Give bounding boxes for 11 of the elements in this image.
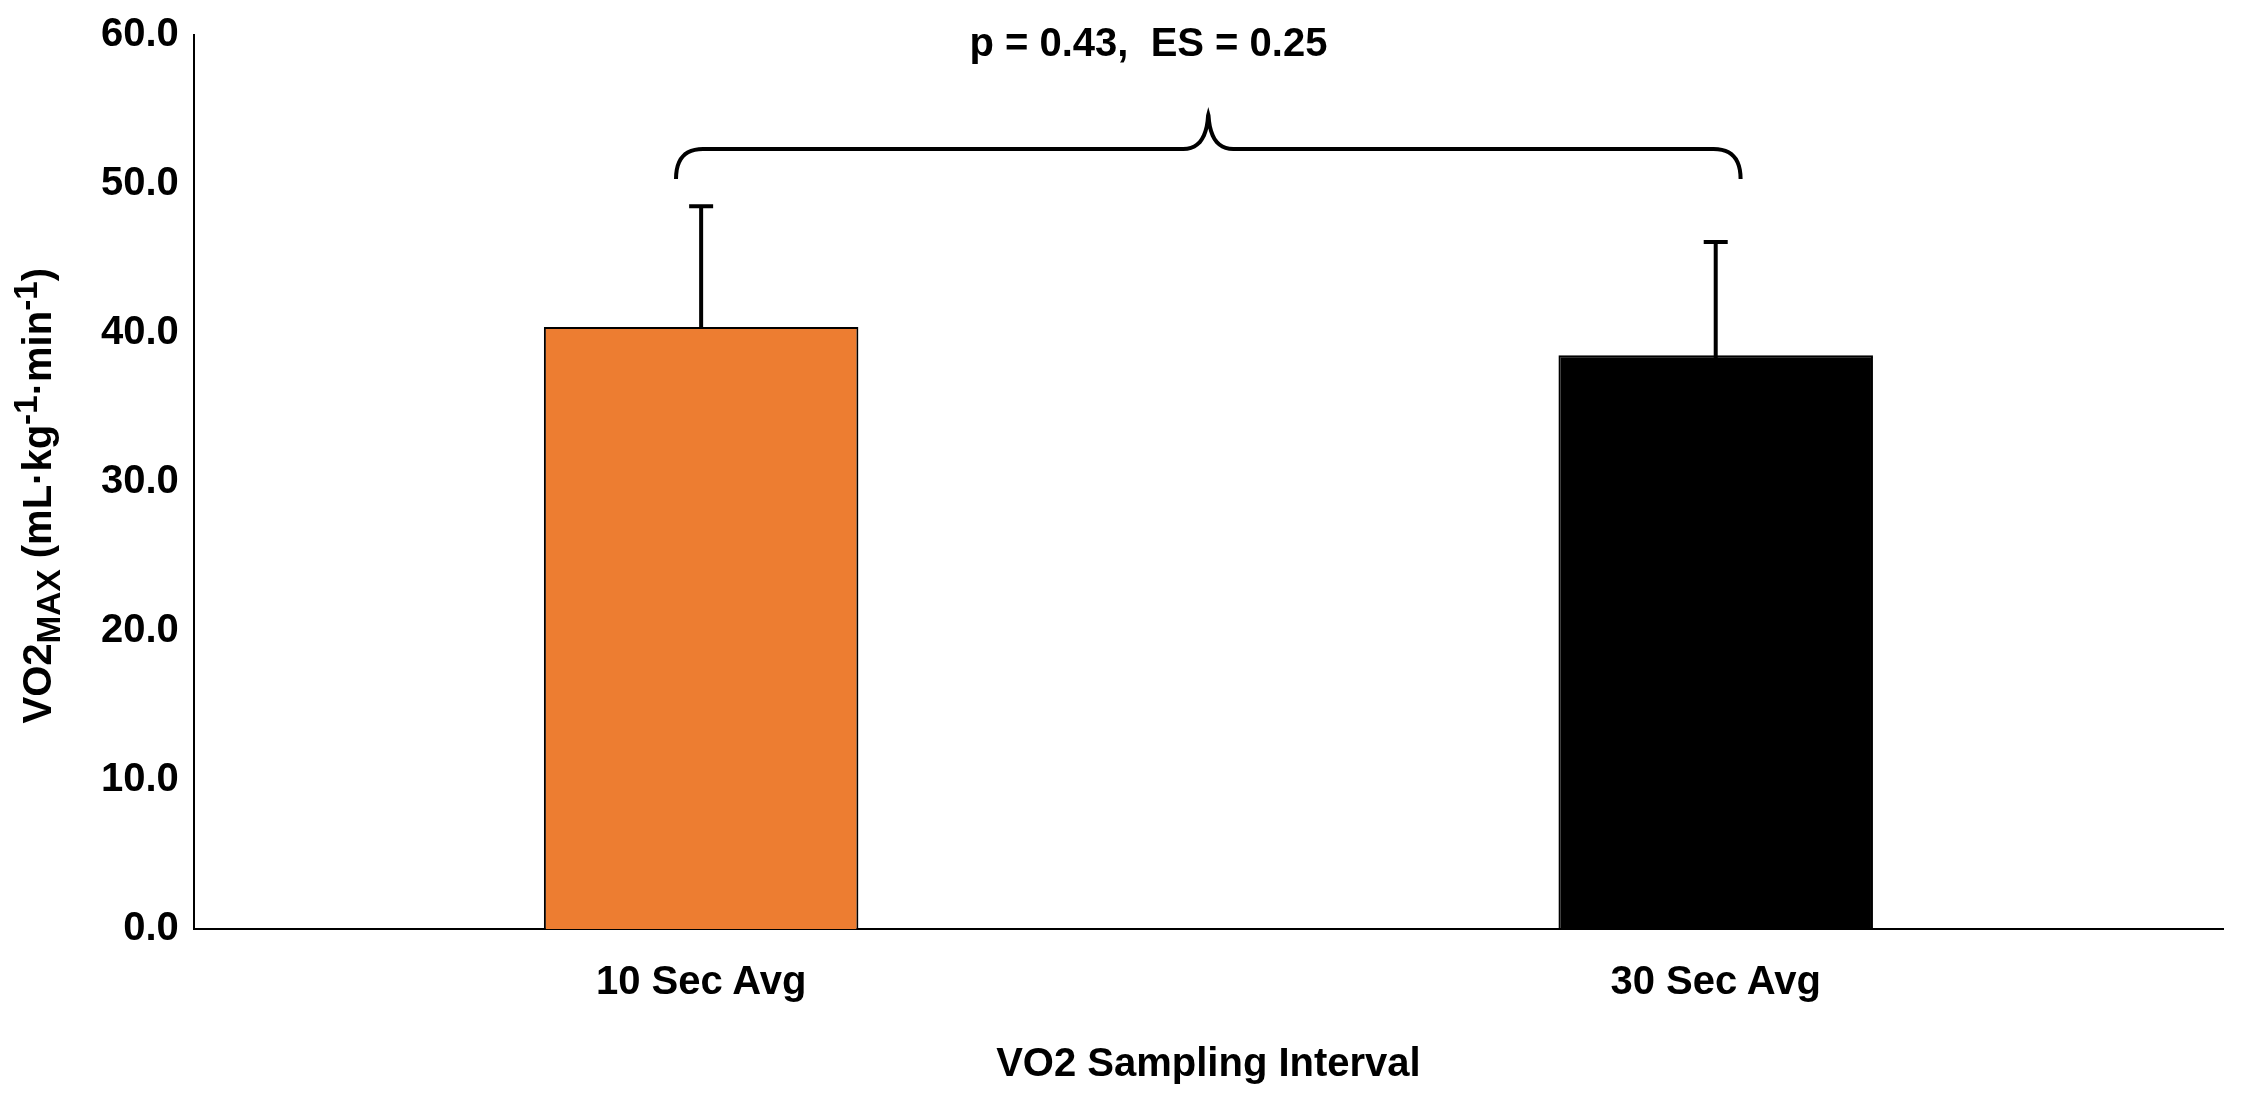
x-axis-title: VO2 Sampling Interval [996, 1040, 1421, 1085]
x-tick-label: 30 Sec Avg [1610, 958, 1821, 1003]
y-tick-label: 40.0 [100, 308, 179, 353]
x-tick-label: 10 Sec Avg [595, 958, 807, 1003]
y-tick-label: 50.0 [100, 159, 179, 204]
annotation: p = 0.43, ES = 0.25 [969, 20, 1328, 65]
y-tick-label: 30.0 [100, 457, 179, 502]
y-tick-label: 60.0 [100, 10, 179, 55]
y-tick-label: 20.0 [100, 606, 179, 651]
y-tick-label: 10.0 [100, 755, 179, 800]
y-tick-label: 0.0 [123, 904, 179, 949]
